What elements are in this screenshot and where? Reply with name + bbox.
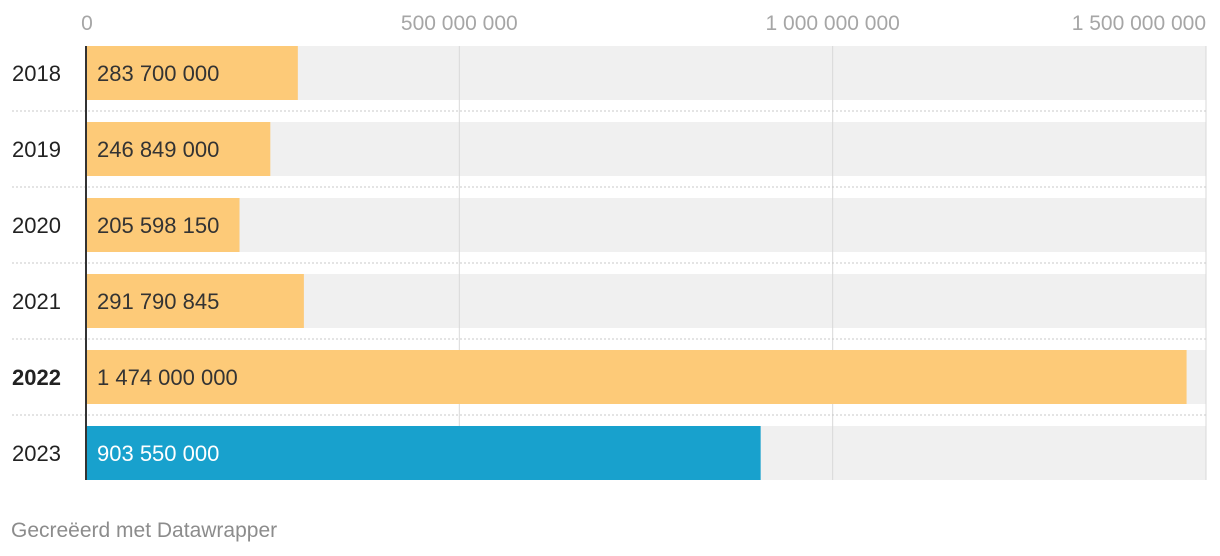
bar-value-label: 283 700 000 [97, 61, 219, 86]
category-label: 2022 [12, 365, 61, 390]
category-label: 2021 [12, 289, 61, 314]
x-tick-label: 0 [81, 12, 93, 35]
category-label: 2018 [12, 61, 61, 86]
x-axis-ticks: 0 500 000 000 1 000 000 000 1 500 000 000 [81, 12, 1206, 35]
datawrapper-credit: Gecreëerd met Datawrapper [11, 519, 278, 542]
bar [86, 198, 240, 252]
bar [86, 46, 298, 100]
category-label: 2019 [12, 137, 61, 162]
bar-value-label: 1 474 000 000 [97, 365, 238, 390]
bar-value-label: 903 550 000 [97, 441, 219, 466]
bars [86, 46, 1187, 480]
bar [86, 274, 304, 328]
bar [86, 122, 271, 176]
bar-track [86, 198, 1206, 252]
bar [86, 350, 1187, 404]
category-label: 2020 [12, 213, 61, 238]
bar-value-label: 291 790 845 [97, 289, 219, 314]
bar-value-label: 205 598 150 [97, 213, 219, 238]
category-labels: 2018 2019 2020 2021 2022 2023 [12, 61, 61, 466]
row-separators [12, 110, 1206, 416]
bar-chart: 283 700 000 246 849 000 205 598 150 291 790… [12, 12, 1207, 480]
x-tick-label: 500 000 000 [401, 12, 518, 35]
category-label: 2023 [12, 441, 61, 466]
x-tick-label: 1 500 000 000 [1072, 12, 1206, 35]
bar-track [86, 122, 1206, 176]
bar [86, 426, 761, 480]
x-tick-label: 1 000 000 000 [766, 12, 900, 35]
value-labels: 283 700 000 246 849 000 205 598 150 291 790… [97, 61, 238, 466]
bar-value-label: 246 849 000 [97, 137, 219, 162]
